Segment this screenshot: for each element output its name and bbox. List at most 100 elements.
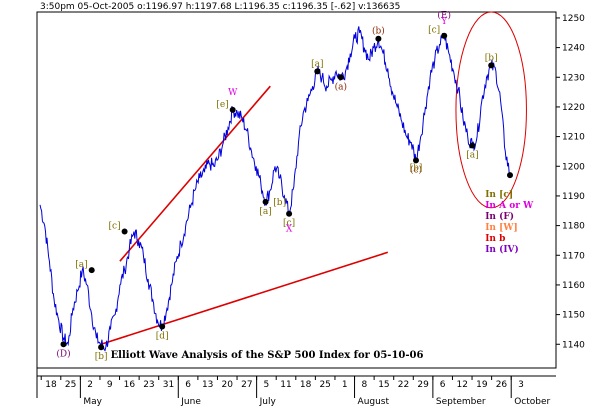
wave-annotation: X bbox=[286, 225, 293, 235]
wave-legend-entry: In (IV) bbox=[485, 244, 519, 255]
wave-annotation: [b] bbox=[410, 164, 423, 174]
y-tick-label: 1180 bbox=[562, 222, 585, 232]
x-month-label: September bbox=[436, 397, 486, 407]
chart-header: 3:50pm 05-Oct-2005 o:1196.97 h:1197.68 L… bbox=[40, 2, 400, 12]
x-day-label: 16 bbox=[124, 380, 136, 390]
x-month-label: October bbox=[514, 397, 550, 407]
y-tick-label: 1200 bbox=[562, 162, 585, 172]
pivot-label: [e] bbox=[216, 100, 228, 110]
x-month-label: July bbox=[259, 397, 277, 407]
wave-annotation: W bbox=[228, 88, 238, 98]
y-tick-label: 1250 bbox=[562, 14, 585, 24]
x-day-label: 3 bbox=[518, 380, 524, 390]
x-month-label: August bbox=[358, 397, 390, 407]
pivot-dot bbox=[314, 68, 321, 75]
y-tick-label: 1210 bbox=[562, 133, 585, 143]
wave-annotation: [b] bbox=[273, 198, 286, 208]
pivot-dot bbox=[413, 157, 419, 164]
wave-legend-entry: In A or W bbox=[485, 201, 534, 211]
pivot-label: [c] bbox=[283, 219, 295, 229]
x-day-label: 20 bbox=[222, 380, 234, 390]
x-day-label: 19 bbox=[476, 380, 488, 390]
wave-legend-entry: In b bbox=[485, 234, 505, 244]
x-day-label: 12 bbox=[457, 380, 468, 390]
x-axis: 18 25 2 9 16 23 31 6 13 20 27 5 11 18 25 1 8 15 22 29 6 12 19 2… bbox=[36, 368, 556, 407]
x-day-label: 8 bbox=[361, 380, 367, 390]
pivot-label: [a] bbox=[311, 59, 323, 69]
plot-border bbox=[36, 11, 557, 369]
x-day-label: 26 bbox=[496, 380, 508, 390]
x-day-label: 6 bbox=[440, 380, 446, 390]
x-day-label: 27 bbox=[241, 380, 252, 390]
x-day-label: 11 bbox=[280, 380, 291, 390]
pivot-dot bbox=[229, 106, 236, 113]
wave-legend-entry: In (F) bbox=[485, 211, 514, 222]
x-day-label: 1 bbox=[342, 380, 348, 390]
pivot-label: [b] bbox=[95, 352, 108, 362]
pivot-label: (D) bbox=[56, 348, 70, 359]
pivot-label: [a] bbox=[75, 260, 87, 270]
pivot-label: [d] bbox=[156, 331, 169, 341]
pivots: (D)[a][b][c][d][e][a][c][a](a)(b)(c)[c][… bbox=[56, 26, 513, 362]
pivot-dot bbox=[286, 210, 293, 217]
x-day-label: 23 bbox=[143, 380, 154, 390]
x-day-label: 2 bbox=[87, 380, 93, 390]
pivot-label: [c] bbox=[109, 222, 121, 232]
x-day-label: 5 bbox=[264, 380, 270, 390]
pivot-dot bbox=[159, 323, 166, 330]
pivot-label: (a) bbox=[335, 81, 347, 92]
highlight-ellipse bbox=[455, 11, 527, 209]
pivot-dot bbox=[60, 341, 67, 348]
x-day-label: 6 bbox=[185, 380, 191, 390]
pivot-dot bbox=[441, 32, 448, 39]
trendline bbox=[100, 251, 389, 346]
x-month-label: June bbox=[180, 397, 201, 407]
price-line bbox=[39, 26, 511, 352]
pivot-dot bbox=[375, 35, 382, 42]
y-tick-label: 1220 bbox=[562, 103, 585, 113]
annotations: W [b] X [b] (E)Y bbox=[228, 10, 451, 235]
y-axis: 1140 1150 1160 1170 1180 1190 1200 1210 1220 1230… bbox=[556, 14, 585, 350]
wave-annotation: Y bbox=[440, 17, 448, 27]
x-day-label: 25 bbox=[319, 380, 330, 390]
pivot-dot bbox=[262, 198, 269, 205]
x-day-label: 18 bbox=[45, 380, 57, 390]
wave-legend: In [c]In A or WIn (F)In [W]In bIn (IV) bbox=[485, 190, 534, 255]
chart-title: Elliott Wave Analysis of the S&P 500 Ind… bbox=[111, 350, 424, 361]
wave-annotation: (E) bbox=[437, 10, 451, 21]
y-tick-label: 1140 bbox=[562, 340, 585, 350]
pivot-label: [c] bbox=[428, 26, 440, 36]
pivot-dot bbox=[488, 62, 495, 69]
x-day-label: 9 bbox=[107, 380, 113, 390]
pivot-dot bbox=[507, 172, 513, 179]
x-day-label: 13 bbox=[202, 380, 213, 390]
pivot-dot bbox=[98, 344, 105, 351]
x-day-label: 31 bbox=[163, 380, 174, 390]
pivot-label: (b) bbox=[372, 26, 385, 37]
pivot-label: [a] bbox=[259, 207, 271, 217]
y-tick-label: 1230 bbox=[562, 73, 585, 83]
y-tick-label: 1190 bbox=[562, 192, 585, 202]
x-day-label: 25 bbox=[65, 380, 76, 390]
x-day-label: 22 bbox=[398, 380, 409, 390]
y-tick-label: 1150 bbox=[562, 311, 585, 321]
pivot-dot bbox=[337, 74, 344, 81]
y-tick-label: 1240 bbox=[562, 44, 585, 54]
x-month-label: May bbox=[83, 397, 102, 407]
x-day-label: 18 bbox=[300, 380, 312, 390]
price-series bbox=[39, 26, 511, 352]
pivot-dot bbox=[469, 142, 476, 149]
trendlines bbox=[100, 11, 527, 346]
trendline bbox=[119, 85, 271, 262]
wave-legend-entry: In [W] bbox=[485, 223, 518, 233]
y-tick-label: 1170 bbox=[562, 251, 585, 261]
pivot-label: (c) bbox=[410, 164, 422, 175]
plot-frame bbox=[36, 11, 557, 369]
x-day-label: 29 bbox=[417, 380, 429, 390]
y-tick-label: 1160 bbox=[562, 281, 585, 291]
pivot-dot bbox=[121, 228, 128, 235]
x-day-label: 15 bbox=[378, 380, 389, 390]
wave-legend-entry: In [c] bbox=[485, 190, 513, 200]
pivot-label: [a] bbox=[466, 151, 478, 161]
